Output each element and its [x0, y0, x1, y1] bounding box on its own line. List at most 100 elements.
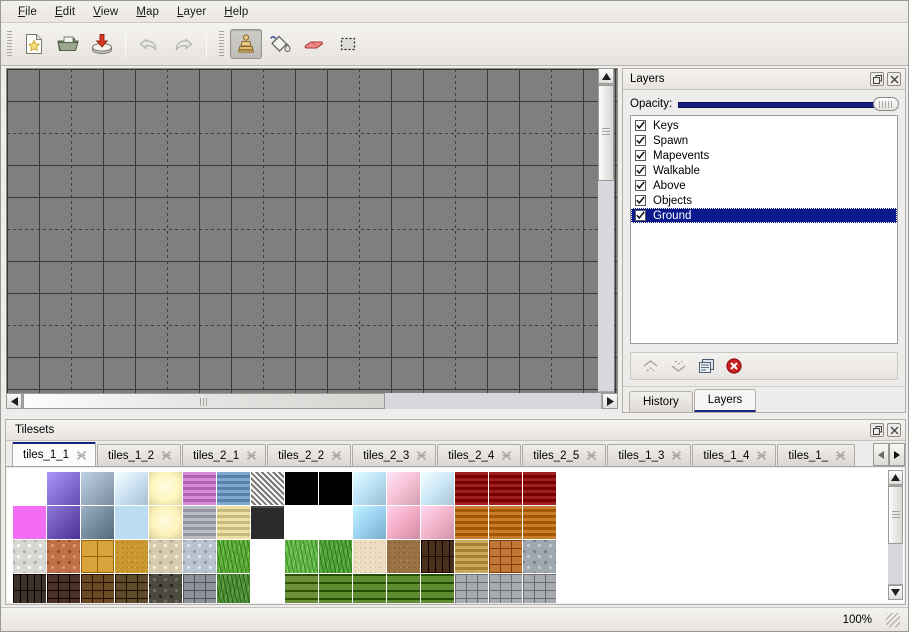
menu-item-help[interactable]: Help: [224, 5, 249, 18]
tile-swatch[interactable]: [285, 540, 318, 573]
move-layer-down-button[interactable]: [668, 356, 688, 376]
tile-swatch[interactable]: [217, 472, 250, 505]
tile-swatch[interactable]: [285, 506, 318, 539]
tile-swatch[interactable]: [251, 540, 284, 573]
map-canvas[interactable]: [6, 68, 618, 408]
opacity-slider[interactable]: [678, 97, 899, 111]
tile-swatch[interactable]: [489, 472, 522, 505]
tile-swatch[interactable]: [353, 540, 386, 573]
layer-row[interactable]: Spawn: [631, 133, 897, 148]
tile-swatch[interactable]: [13, 574, 46, 603]
map-scroll-up-button[interactable]: [598, 68, 614, 84]
layer-row[interactable]: Above: [631, 178, 897, 193]
tileset-tab-tiles_1_[interactable]: tiles_1_: [777, 444, 856, 466]
tileset-tab-close-icon[interactable]: [586, 450, 597, 461]
map-vertical-scrollbar[interactable]: [598, 68, 614, 408]
tileset-tabs-scroll-left-button[interactable]: [873, 443, 889, 466]
tile-swatch[interactable]: [353, 472, 386, 505]
tile-swatch[interactable]: [183, 506, 216, 539]
map-vertical-scroll-thumb[interactable]: [598, 85, 614, 181]
tileset-tab-tiles_2_3[interactable]: tiles_2_3: [352, 444, 437, 466]
tile-swatch[interactable]: [489, 506, 522, 539]
layer-row[interactable]: Objects: [631, 193, 897, 208]
tile-swatch[interactable]: [81, 574, 114, 603]
move-layer-up-button[interactable]: [640, 356, 660, 376]
map-vertical-scroll-track[interactable]: [598, 84, 614, 392]
layer-visibility-checkbox[interactable]: [635, 120, 646, 131]
tile-swatch[interactable]: [523, 472, 556, 505]
tileset-tab-close-icon[interactable]: [161, 450, 172, 461]
tile-swatch[interactable]: [47, 574, 80, 603]
open-map-button[interactable]: [52, 29, 84, 59]
map-horizontal-scroll-thumb[interactable]: [23, 393, 385, 409]
tile-swatch[interactable]: [13, 540, 46, 573]
tile-swatch[interactable]: [251, 472, 284, 505]
tile-swatch[interactable]: [183, 472, 216, 505]
tile-swatch[interactable]: [353, 574, 386, 603]
layers-close-icon[interactable]: [887, 72, 901, 86]
tilesets-undock-icon[interactable]: [870, 423, 884, 437]
tile-swatch[interactable]: [47, 540, 80, 573]
menu-item-file[interactable]: File: [18, 5, 37, 18]
fill-tool-button[interactable]: [264, 29, 296, 59]
layer-visibility-checkbox[interactable]: [635, 195, 646, 206]
tile-swatch[interactable]: [319, 506, 352, 539]
tileset-tab-tiles_1_2[interactable]: tiles_1_2: [97, 444, 182, 466]
tile-swatch[interactable]: [115, 506, 148, 539]
tile-swatch[interactable]: [251, 506, 284, 539]
tile-swatch[interactable]: [387, 506, 420, 539]
tile-swatch[interactable]: [115, 472, 148, 505]
tile-swatch[interactable]: [47, 472, 80, 505]
layer-visibility-checkbox[interactable]: [635, 210, 646, 221]
tilesets-close-icon[interactable]: [887, 423, 901, 437]
tile-swatch[interactable]: [149, 540, 182, 573]
tileset-tab-tiles_1_4[interactable]: tiles_1_4: [692, 444, 777, 466]
tile-swatch[interactable]: [319, 472, 352, 505]
panel-tab-history[interactable]: History: [629, 391, 693, 412]
tile-swatch[interactable]: [421, 506, 454, 539]
menu-item-view[interactable]: View: [93, 5, 119, 18]
panel-tab-layers[interactable]: Layers: [693, 389, 757, 412]
tile-swatch[interactable]: [47, 506, 80, 539]
layers-undock-icon[interactable]: [870, 72, 884, 86]
layer-visibility-checkbox[interactable]: [635, 150, 646, 161]
tile-swatch[interactable]: [421, 574, 454, 603]
tile-swatch[interactable]: [217, 506, 250, 539]
tile-swatch[interactable]: [455, 574, 488, 603]
menu-item-map[interactable]: Map: [136, 5, 159, 18]
layer-visibility-checkbox[interactable]: [635, 135, 646, 146]
tileset-scroll-down-button[interactable]: [888, 585, 903, 600]
tile-swatch[interactable]: [149, 574, 182, 603]
tile-swatch[interactable]: [13, 472, 46, 505]
layer-visibility-checkbox[interactable]: [635, 165, 646, 176]
eraser-tool-button[interactable]: [298, 29, 330, 59]
tile-swatch[interactable]: [217, 540, 250, 573]
redo-button[interactable]: [167, 29, 199, 59]
map-scroll-left-button[interactable]: [6, 393, 22, 409]
menu-item-layer[interactable]: Layer: [177, 5, 207, 18]
tile-swatch[interactable]: [183, 540, 216, 573]
tile-swatch[interactable]: [319, 574, 352, 603]
layer-row[interactable]: Ground: [631, 208, 897, 223]
tile-swatch[interactable]: [421, 472, 454, 505]
tile-swatch[interactable]: [285, 574, 318, 603]
tile-swatch[interactable]: [251, 574, 284, 603]
tileset-vertical-scroll-track[interactable]: [888, 485, 903, 585]
tile-swatch[interactable]: [183, 574, 216, 603]
tileset-tab-tiles_1_3[interactable]: tiles_1_3: [607, 444, 692, 466]
tileset-vertical-scroll-thumb[interactable]: [888, 486, 903, 544]
tile-swatch[interactable]: [319, 540, 352, 573]
layer-row[interactable]: Walkable: [631, 163, 897, 178]
tileset-tab-tiles_1_1[interactable]: tiles_1_1: [12, 442, 97, 466]
tileset-tab-close-icon[interactable]: [76, 450, 87, 461]
tileset-tab-tiles_2_2[interactable]: tiles_2_2: [267, 444, 352, 466]
tile-swatch[interactable]: [421, 540, 454, 573]
layer-visibility-checkbox[interactable]: [635, 180, 646, 191]
tile-swatch[interactable]: [387, 574, 420, 603]
tileset-vertical-scrollbar[interactable]: [888, 470, 903, 600]
tileset-tab-close-icon[interactable]: [331, 450, 342, 461]
tile-swatch[interactable]: [455, 472, 488, 505]
tile-swatch[interactable]: [455, 506, 488, 539]
tile-swatch[interactable]: [149, 472, 182, 505]
layer-row[interactable]: Mapevents: [631, 148, 897, 163]
